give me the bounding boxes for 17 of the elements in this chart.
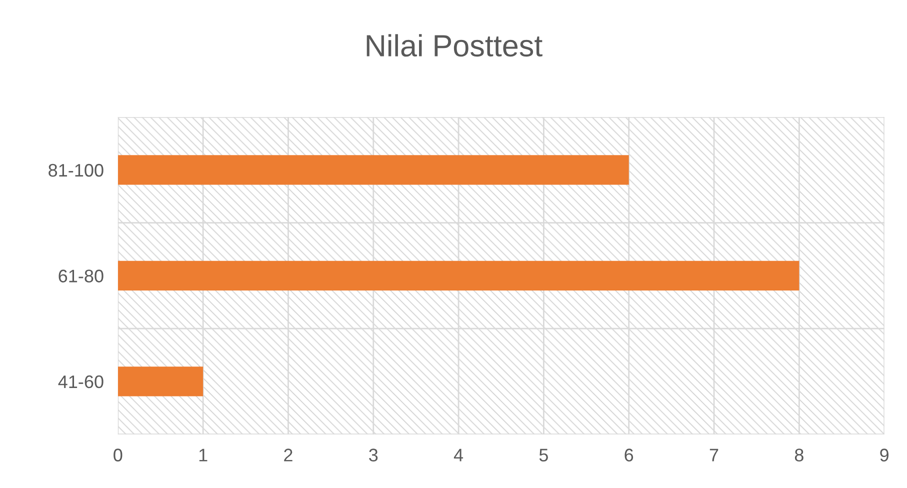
bar [118,155,629,185]
x-tick-label: 1 [199,448,208,462]
x-tick-label: 8 [794,448,804,462]
x-tick-label: 2 [284,448,292,462]
x-tick-label: 4 [454,448,464,462]
x-tick-label: 9 [880,448,888,462]
chart-title: Nilai Posttest [366,34,542,57]
bar [118,366,204,396]
y-tick-label: 81-100 [48,164,104,177]
x-tick-label: 5 [539,448,548,462]
x-tick-label: 0 [114,448,122,462]
x-tick-label: 3 [369,448,378,462]
x-tick-label: 6 [624,448,634,462]
y-tick-label: 61-80 [58,270,104,282]
bar [118,260,800,291]
y-tick-label: 41-60 [58,375,104,388]
x-tick-label: 7 [710,448,718,462]
